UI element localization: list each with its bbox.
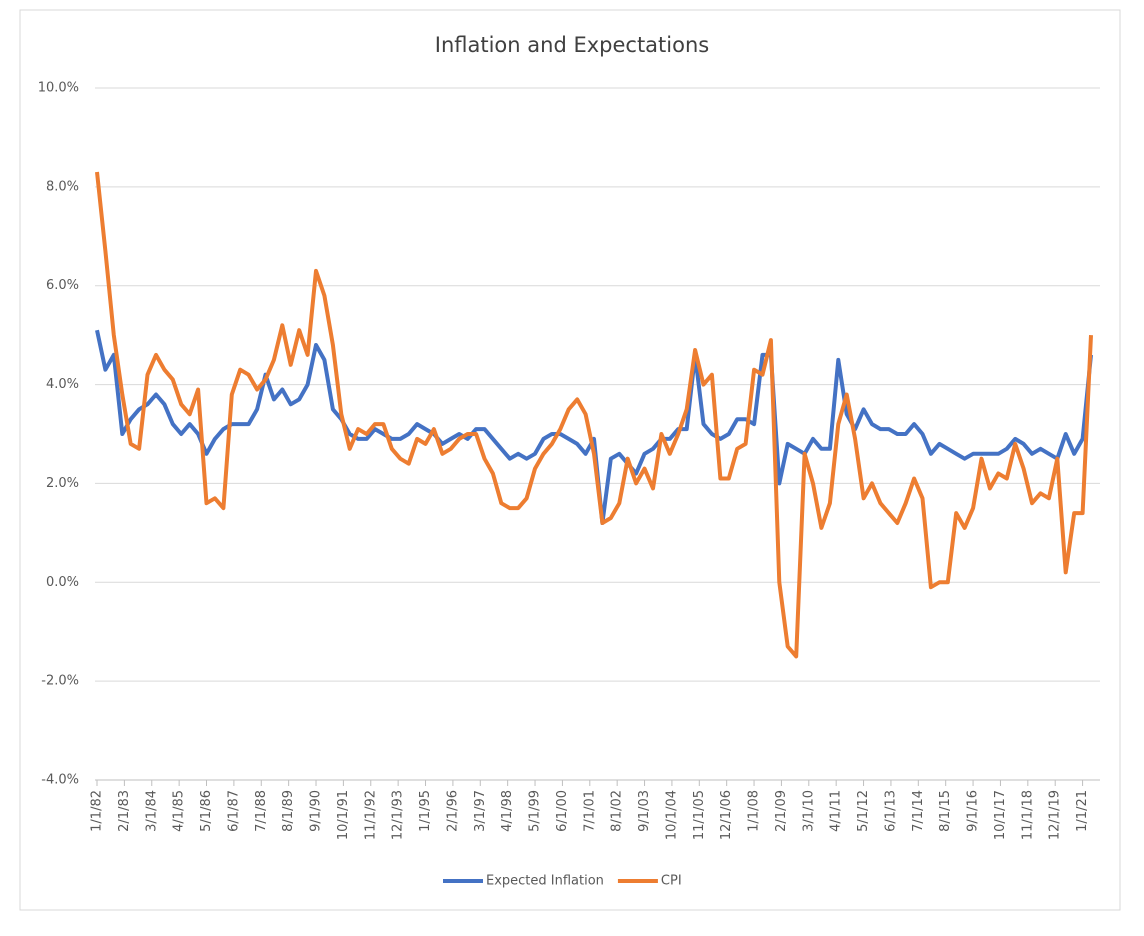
- x-tick-label: 11/1/18: [1020, 790, 1035, 840]
- series-line: [95, 171, 1093, 659]
- y-tick-label: 0.0%: [46, 575, 79, 590]
- x-tick-label: 11/1/92: [363, 790, 378, 840]
- y-tick-label: 8.0%: [46, 179, 79, 194]
- x-tick-label: 7/1/88: [254, 790, 269, 832]
- x-tick-label: 2/1/09: [774, 790, 789, 832]
- x-tick-label: 12/1/93: [391, 790, 406, 840]
- x-tick-label: 10/1/91: [336, 790, 351, 840]
- x-tick-label: 2/1/96: [445, 790, 460, 832]
- y-tick-label: 4.0%: [46, 377, 79, 392]
- x-tick-label: 9/1/16: [966, 790, 981, 832]
- chart-area: [19, 9, 1121, 911]
- x-tick-label: 1/1/21: [1075, 790, 1090, 832]
- x-tick-label: 9/1/03: [637, 790, 652, 832]
- x-tick-label: 5/1/99: [528, 790, 543, 832]
- legend-label: CPI: [661, 874, 682, 889]
- x-tick-label: 3/1/97: [473, 790, 488, 832]
- x-tick-label: 4/1/98: [500, 790, 515, 832]
- x-tick-label: 8/1/15: [938, 790, 953, 832]
- x-tick-label: 4/1/11: [829, 790, 844, 832]
- x-tick-label: 7/1/14: [911, 790, 926, 832]
- x-tick-label: 9/1/90: [309, 790, 324, 832]
- x-tick-label: 1/1/08: [747, 790, 762, 832]
- x-tick-label: 7/1/01: [582, 790, 597, 832]
- x-tick-label: 11/1/05: [692, 790, 707, 840]
- x-tick-label: 6/1/00: [555, 790, 570, 832]
- x-tick-label: 1/1/82: [90, 790, 105, 832]
- y-tick-label: 10.0%: [38, 81, 79, 96]
- x-tick-label: 5/1/86: [199, 790, 214, 832]
- y-tick-label: -4.0%: [41, 773, 79, 788]
- x-tick-label: 3/1/10: [801, 790, 816, 832]
- x-tick-label: 1/1/95: [418, 790, 433, 832]
- x-tick-label: 8/1/02: [610, 790, 625, 832]
- x-tick-label: 8/1/89: [281, 790, 296, 832]
- x-tick-label: 6/1/13: [883, 790, 898, 832]
- x-tick-label: 3/1/84: [144, 790, 159, 832]
- x-tick-label: 10/1/04: [664, 790, 679, 840]
- x-tick-label: 10/1/17: [993, 790, 1008, 840]
- y-tick-label: 2.0%: [46, 476, 79, 491]
- legend-label: Expected Inflation: [486, 874, 604, 889]
- x-tick-label: 2/1/83: [117, 790, 132, 832]
- x-tick-label: 4/1/85: [172, 790, 187, 832]
- x-tick-label: 12/1/06: [719, 790, 734, 840]
- y-tick-label: -2.0%: [41, 674, 79, 689]
- x-tick-label: 12/1/19: [1048, 790, 1063, 840]
- x-tick-label: 5/1/12: [856, 790, 871, 832]
- series-line: [95, 329, 1093, 525]
- y-tick-label: 6.0%: [46, 278, 79, 293]
- chart-title: Inflation and Expectations: [435, 33, 709, 57]
- x-tick-label: 6/1/87: [226, 790, 241, 832]
